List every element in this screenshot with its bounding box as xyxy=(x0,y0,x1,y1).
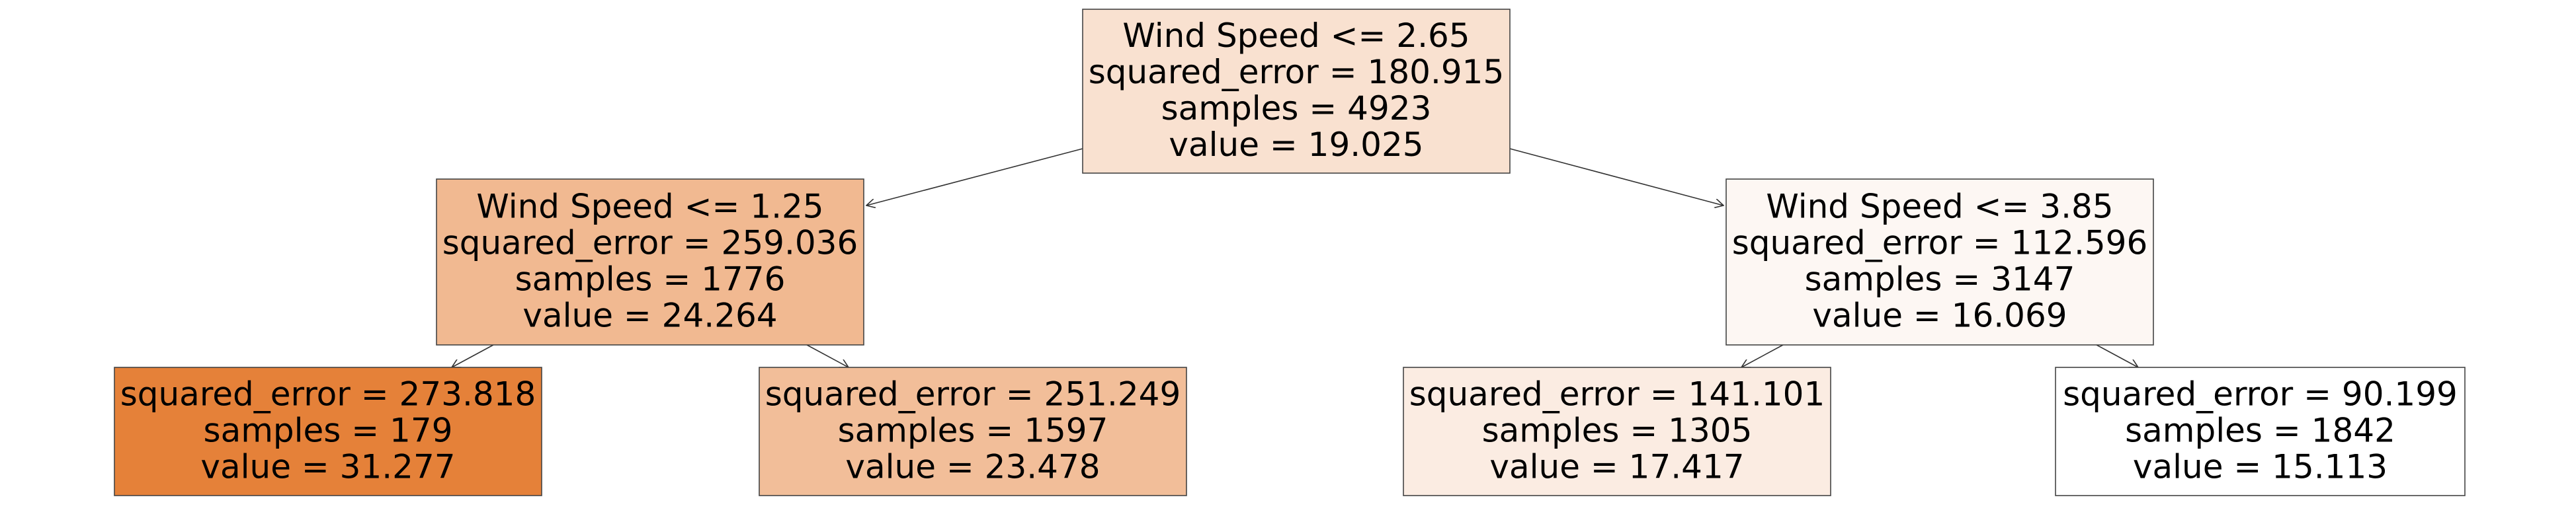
node-rl-line-0: squared_error = 141.101 xyxy=(1409,375,1825,413)
node-box-root xyxy=(1082,9,1511,174)
node-l-line-0: Wind Speed <= 1.25 xyxy=(476,187,823,225)
edge-l-to-lr xyxy=(806,344,849,367)
node-box-rl xyxy=(1403,367,1831,496)
node-box-l xyxy=(436,178,864,346)
node-r-line-2: samples = 3147 xyxy=(1805,260,2075,298)
node-ll-line-1: samples = 179 xyxy=(204,411,453,449)
node-box-ll xyxy=(114,367,542,496)
node-l-line-1: squared_error = 259.036 xyxy=(442,223,858,262)
node-rl-line-2: value = 17.417 xyxy=(1489,447,1744,486)
node-lr-line-0: squared_error = 251.249 xyxy=(765,375,1181,413)
node-rr-line-1: samples = 1842 xyxy=(2125,411,2395,449)
node-box-lr xyxy=(759,367,1187,496)
node-r-line-1: squared_error = 112.596 xyxy=(1732,223,2148,262)
node-box-r xyxy=(1725,178,2154,346)
edge-root-to-r xyxy=(1509,148,1724,205)
node-l-line-2: samples = 1776 xyxy=(515,260,786,298)
edge-r-to-rr xyxy=(2096,344,2138,367)
node-lr-line-1: samples = 1597 xyxy=(838,411,1108,449)
node-root-line-2: samples = 4923 xyxy=(1161,89,1432,128)
edge-l-to-ll xyxy=(452,344,494,367)
node-box-rr xyxy=(2055,367,2466,496)
node-ll-line-2: value = 31.277 xyxy=(200,447,455,486)
node-ll-line-0: squared_error = 273.818 xyxy=(120,375,536,413)
node-rl-line-1: samples = 1305 xyxy=(1482,411,1753,449)
node-root-line-3: value = 19.025 xyxy=(1169,126,1423,164)
edge-root-to-l xyxy=(866,148,1083,205)
node-lr-line-2: value = 23.478 xyxy=(845,447,1100,486)
node-r-line-0: Wind Speed <= 3.85 xyxy=(1766,187,2113,225)
node-rr-line-0: squared_error = 90.199 xyxy=(2063,375,2458,413)
node-rr-line-2: value = 15.113 xyxy=(2133,447,2388,486)
node-r-line-3: value = 16.069 xyxy=(1812,296,2067,334)
node-root-line-0: Wind Speed <= 2.65 xyxy=(1122,17,1470,55)
node-root-line-1: squared_error = 180.915 xyxy=(1089,53,1505,91)
edge-r-to-rl xyxy=(1741,344,1784,367)
node-l-line-3: value = 24.264 xyxy=(522,296,777,334)
